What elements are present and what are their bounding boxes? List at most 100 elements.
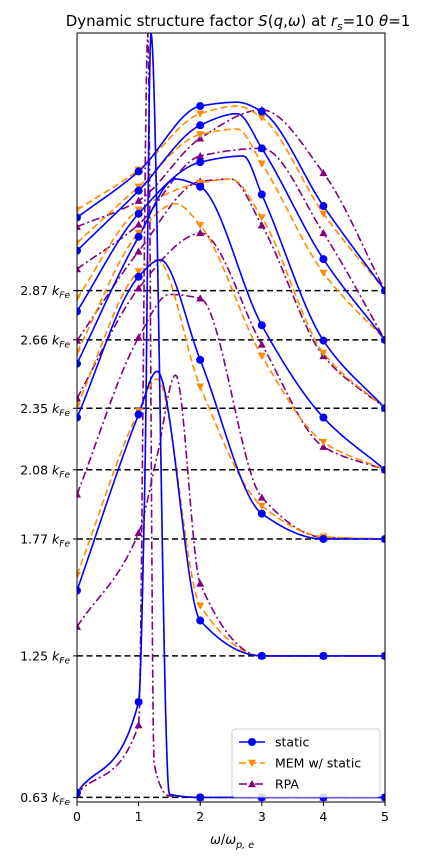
point-static-2	[381, 535, 385, 544]
point-static-2	[77, 413, 81, 422]
point-rpa-6	[134, 196, 143, 204]
point-rpa-3	[134, 284, 143, 292]
point-static-1	[134, 410, 143, 419]
point-rpa-2	[134, 333, 143, 341]
legend-label-mem: MEM w/ static	[275, 756, 361, 771]
point-static-1	[196, 616, 205, 625]
point-mem-4	[257, 214, 266, 222]
point-static-2	[134, 272, 143, 281]
point-static-6	[319, 202, 328, 211]
point-static-5	[257, 144, 266, 153]
point-rpa-3	[196, 228, 205, 237]
curve-mem-5	[77, 128, 385, 341]
point-static-0	[77, 788, 81, 797]
point-mem-1	[196, 602, 205, 610]
point-static-6	[134, 167, 143, 176]
y-tick-label: 1.25 kFe	[20, 648, 70, 666]
x-tick-label: 5	[381, 809, 389, 824]
curve-static-5	[77, 112, 385, 341]
curve-mem-4	[77, 178, 385, 409]
point-mem-2	[77, 402, 81, 410]
point-mem-6	[77, 206, 81, 214]
axes-frame	[76, 32, 386, 803]
point-static-3	[319, 413, 328, 422]
point-static-1	[381, 651, 385, 660]
point-rpa-2	[257, 493, 266, 501]
point-mem-3	[319, 438, 328, 447]
point-rpa-3	[77, 394, 81, 402]
point-mem-1	[77, 571, 81, 580]
point-static-4	[257, 190, 266, 199]
y-tick-label: 2.87 kFe	[20, 283, 70, 301]
legend-box	[231, 728, 381, 798]
legend-label-static: static	[275, 735, 309, 750]
point-rpa-2	[196, 294, 205, 302]
curve-rpa-2	[77, 293, 385, 540]
point-mem-3	[196, 222, 205, 230]
point-mem-2	[196, 383, 205, 391]
point-rpa-6	[319, 168, 328, 177]
point-mem-6	[319, 210, 328, 218]
baselines	[77, 289, 385, 799]
point-static-4	[196, 158, 205, 167]
legend-label-rpa: RPA	[275, 777, 299, 792]
point-static-4	[77, 307, 81, 316]
point-static-1	[257, 651, 266, 660]
y-tick-label: 0.63 kFe	[20, 790, 70, 808]
y-tick-label: 2.08 kFe	[20, 462, 70, 480]
point-static-3	[196, 182, 205, 191]
point-rpa-6	[77, 222, 81, 230]
curve-rpa-3	[77, 232, 385, 471]
chart-title: Dynamic structure factor S(q,ω) at rs=10…	[66, 12, 411, 33]
point-static-2	[196, 355, 205, 364]
point-mem-5	[77, 239, 81, 247]
y-tick-label: 1.77 kFe	[20, 532, 70, 550]
point-rpa-2	[77, 490, 81, 498]
curve-static-6	[77, 101, 385, 292]
point-rpa-3	[319, 442, 328, 450]
point-static-4	[381, 404, 385, 413]
point-rpa-0	[134, 721, 143, 729]
point-static-3	[77, 359, 81, 368]
point-static-3	[134, 232, 143, 241]
point-static-6	[381, 286, 385, 295]
y-tick-label: 2.66 kFe	[20, 332, 70, 350]
point-mem-3	[77, 348, 81, 357]
point-mem-5	[196, 131, 205, 139]
x-tick-label: 1	[135, 809, 143, 824]
point-rpa-5	[196, 152, 205, 160]
point-rpa-4	[134, 247, 143, 255]
x-tick-label: 2	[196, 809, 204, 824]
curve-mem-2	[77, 259, 385, 540]
point-static-6	[257, 107, 266, 116]
point-static-0	[196, 793, 205, 802]
point-mem-2	[134, 268, 143, 276]
point-static-5	[381, 335, 385, 344]
point-static-5	[77, 246, 81, 255]
point-mem-5	[319, 269, 328, 277]
point-mem-4	[77, 295, 81, 303]
point-static-3	[381, 465, 385, 474]
x-tick-label: 0	[73, 809, 81, 824]
y-axis: 0.63 kFe 1.25 kFe 1.77 kFe 2.08 kFe 2.35 kFe…	[20, 283, 77, 808]
point-rpa-3	[257, 340, 266, 348]
point-rpa-1	[134, 528, 143, 537]
x-tick-label: 4	[319, 809, 327, 824]
legend: static MEM w/ static RPA	[231, 728, 381, 798]
curve-static-4	[77, 155, 385, 409]
point-static-4	[134, 209, 143, 218]
curve-rpa-6	[77, 109, 385, 291]
point-mem-6	[257, 114, 266, 122]
curve-static-3	[77, 178, 385, 471]
legend-marker-mem	[248, 759, 256, 767]
curve-rpa-5	[77, 147, 385, 341]
curve-mem-3	[77, 202, 385, 471]
point-rpa-5	[319, 228, 328, 237]
point-static-1	[319, 651, 328, 660]
point-static-1	[77, 586, 81, 595]
curve-mem-6	[77, 105, 385, 292]
curve-rpa-4	[77, 178, 385, 409]
curves	[77, 33, 385, 799]
point-rpa-5	[134, 220, 143, 228]
